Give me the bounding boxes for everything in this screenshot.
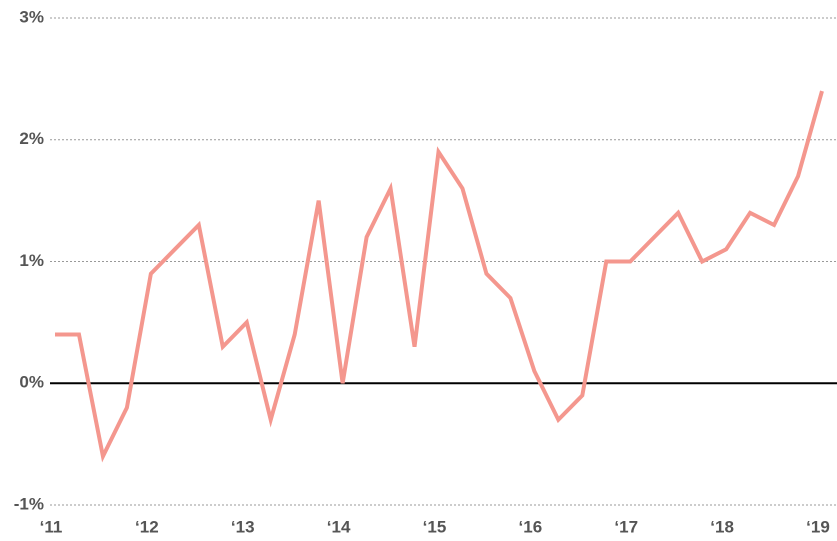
x-tick-label: ‘15	[423, 517, 447, 536]
y-tick-label: -1%	[14, 494, 44, 513]
x-tick-label: ‘16	[519, 517, 543, 536]
x-tick-label: ‘18	[710, 517, 734, 536]
x-tick-label: ‘14	[327, 517, 351, 536]
y-tick-label: 2%	[19, 129, 44, 148]
y-tick-label: 3%	[19, 7, 44, 26]
x-tick-label: ‘12	[135, 517, 159, 536]
y-tick-label: 1%	[19, 251, 44, 270]
y-tick-label: 0%	[19, 373, 44, 392]
x-tick-label: ‘13	[231, 517, 255, 536]
x-tick-label: ‘11	[40, 517, 63, 536]
x-tick-label: ‘19	[806, 517, 830, 536]
line	[55, 90, 824, 463]
x-tick-label: ‘17	[614, 517, 638, 536]
